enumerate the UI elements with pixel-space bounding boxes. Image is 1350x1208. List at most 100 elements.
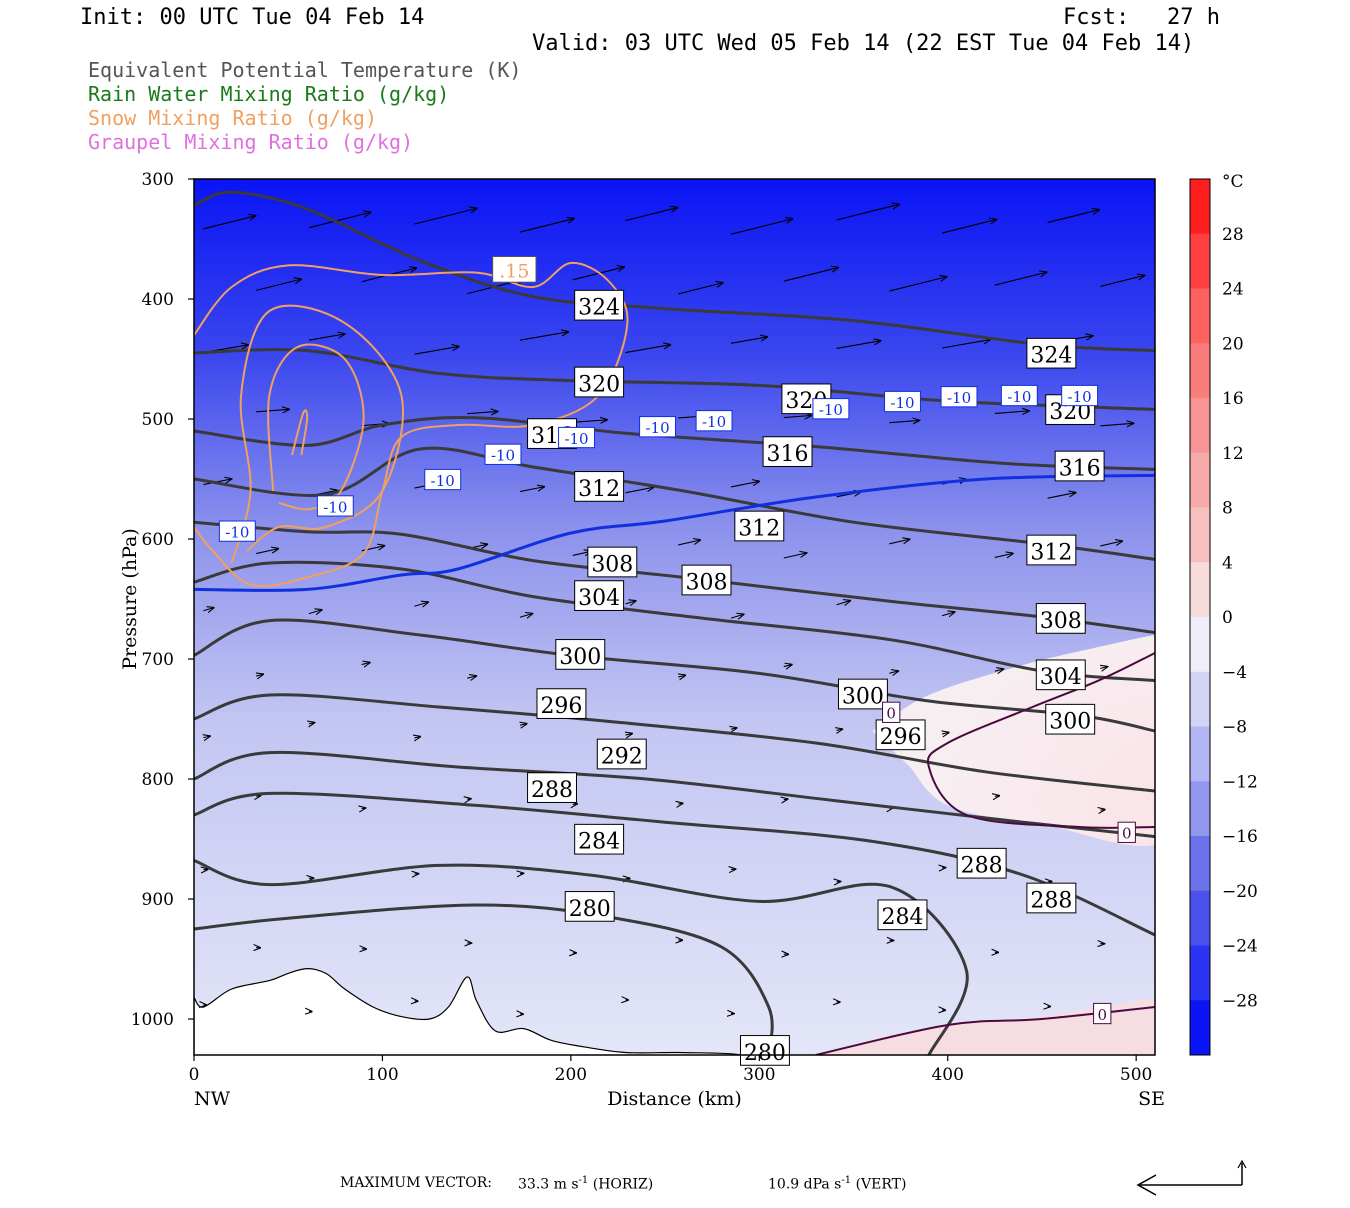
isotherm-label: -10 [890, 394, 914, 412]
theta-e-label: 292 [601, 744, 643, 769]
x-axis-label: Distance (km) [607, 1088, 742, 1110]
theta-e-label: 324 [1030, 344, 1072, 369]
theta-e-label: 284 [882, 905, 924, 930]
isotherm-label: -10 [1007, 388, 1031, 406]
y-tick-label: 600 [142, 530, 174, 550]
isotherm-label: 0 [886, 705, 896, 723]
reference-vector-icon [1130, 1158, 1260, 1208]
theta-e-label: 312 [1030, 540, 1072, 565]
isotherm-label: -10 [645, 419, 669, 437]
theta-e-label: 288 [1030, 888, 1072, 913]
isotherm-label: 0 [1097, 1006, 1107, 1024]
theta-e-label: 296 [880, 725, 922, 750]
colorbar-segment [1190, 727, 1210, 782]
wind-arrow [573, 804, 577, 805]
colorbar-segment [1190, 508, 1210, 563]
theta-e-label: 308 [686, 570, 728, 595]
isotherm-label: -10 [225, 524, 249, 542]
isotherm-label: -10 [431, 472, 455, 490]
theta-e-label: 296 [540, 694, 582, 719]
colorbar-segment [1190, 453, 1210, 508]
wind-arrow [1100, 810, 1105, 811]
horiz-tag: (HORIZ) [593, 1177, 653, 1193]
theta-e-label: 288 [531, 778, 573, 803]
theta-e-label: 308 [1040, 609, 1082, 634]
horiz-exp: -1 [579, 1175, 589, 1186]
isotherm-label: -10 [947, 389, 971, 407]
vert-value: 10.9 dPa s [768, 1177, 841, 1193]
isotherm-label: -10 [819, 401, 843, 419]
colorbar-tick-label: −4 [1222, 663, 1247, 683]
theta-e-label: 316 [767, 442, 809, 467]
colorbar-segment [1190, 398, 1210, 453]
x-end-label-left: NW [194, 1088, 231, 1110]
isotherm-label: -10 [564, 430, 588, 448]
colorbar-tick-label: −28 [1222, 991, 1258, 1011]
colorbar-segment [1190, 562, 1210, 617]
wind-arrow [467, 799, 471, 800]
theta-e-label: 320 [578, 372, 620, 397]
colorbar-tick-label: 20 [1222, 334, 1244, 354]
x-tick-label: 100 [366, 1065, 398, 1085]
x-tick-label: 500 [1120, 1065, 1152, 1085]
wind-arrow [678, 803, 683, 804]
colorbar-tick-label: 24 [1222, 280, 1244, 300]
colorbar-segment [1190, 946, 1210, 1001]
wind-arrow [995, 796, 999, 797]
colorbar-segment [1190, 289, 1210, 344]
theta-e-label: 288 [961, 854, 1003, 879]
max-vector-vert: 10.9 dPa s-1 (VERT) [768, 1175, 906, 1193]
theta-e-label: 280 [569, 897, 611, 922]
colorbar-tick-label: 16 [1222, 389, 1244, 409]
theta-e-label: 300 [1049, 710, 1091, 735]
colorbar-tick-label: −24 [1222, 937, 1258, 957]
horiz-value: 33.3 m s [518, 1177, 579, 1193]
colorbar-tick-label: 8 [1222, 499, 1233, 519]
vert-tag: (VERT) [856, 1177, 907, 1193]
x-tick-label: 300 [743, 1065, 775, 1085]
x-end-label-right: SE [1138, 1088, 1165, 1110]
wind-arrow [362, 808, 366, 809]
x-tick-label: 0 [189, 1065, 200, 1085]
theta-e-label: 284 [578, 830, 620, 855]
colorbar-segment [1190, 891, 1210, 946]
isotherm-label: 0 [1122, 825, 1132, 843]
y-tick-label: 900 [142, 890, 174, 910]
y-tick-label: 300 [142, 170, 174, 190]
snow-contour-label: .15 [499, 260, 529, 282]
theta-e-label: 280 [744, 1041, 786, 1066]
isotherm-label: -10 [491, 447, 515, 465]
max-vector-label: MAXIMUM VECTOR: [340, 1175, 492, 1191]
colorbar-segment [1190, 343, 1210, 398]
colorbar-segment [1190, 1000, 1210, 1055]
max-vector-horiz: 33.3 m s-1 (HORIZ) [518, 1175, 653, 1193]
theta-e-label: 304 [1040, 665, 1082, 690]
colorbar-tick-label: 0 [1222, 608, 1233, 628]
y-tick-label: 800 [142, 770, 174, 790]
colorbar-segment [1190, 179, 1210, 234]
theta-e-label: 308 [591, 552, 633, 577]
theta-e-label: 324 [578, 296, 620, 321]
vert-exp: -1 [841, 1175, 851, 1186]
y-tick-label: 700 [142, 650, 174, 670]
y-tick-label: 1000 [131, 1010, 174, 1030]
theta-e-label: 316 [1059, 456, 1101, 481]
wind-arrow [784, 799, 788, 800]
isotherm-label: -10 [702, 413, 726, 431]
isotherm-label: -10 [323, 498, 347, 516]
y-tick-label: 500 [142, 410, 174, 430]
colorbar-segment [1190, 672, 1210, 727]
x-tick-label: 400 [931, 1065, 963, 1085]
colorbar-tick-label: −12 [1222, 772, 1258, 792]
theta-e-label: 300 [842, 684, 884, 709]
colorbar-segment [1190, 617, 1210, 672]
colorbar-segment [1190, 234, 1210, 289]
colorbar-tick-label: 12 [1222, 444, 1244, 464]
theta-e-label: 312 [738, 516, 780, 541]
colorbar-tick-label: −8 [1222, 718, 1247, 738]
theta-e-label: 300 [559, 645, 601, 670]
colorbar-unit: °C [1222, 172, 1244, 192]
colorbar-segment [1190, 781, 1210, 836]
colorbar-tick-label: 28 [1222, 225, 1244, 245]
